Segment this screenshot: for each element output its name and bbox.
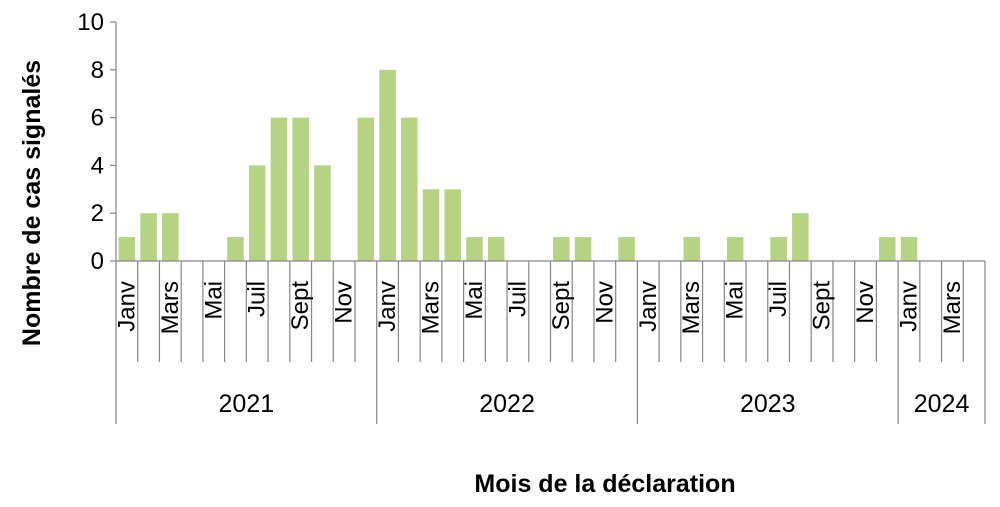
bar-2022-02 [401, 117, 418, 261]
y-axis-title: Nombre de cas signalés [18, 60, 46, 346]
x-month-label: Mars [418, 281, 445, 334]
y-tick-label: 0 [91, 248, 104, 275]
bar-2022-12 [618, 237, 635, 261]
bar-2021-08 [270, 117, 288, 261]
y-tick-label: 2 [91, 200, 104, 227]
x-month-label: Sept [287, 281, 314, 331]
x-axis-title: Mois de la déclaration [474, 470, 735, 498]
x-month-label: Sept [548, 281, 575, 331]
x-month-label: Mars [157, 281, 184, 334]
x-month-label: Juil [244, 281, 271, 317]
y-axis: 0 2 4 6 8 10 [77, 9, 117, 275]
x-month-label: Nov [591, 281, 618, 324]
bar-2021-07 [248, 165, 266, 261]
x-month-label: Mai [461, 281, 488, 320]
bar-2022-05 [466, 237, 483, 261]
bar-2023-03 [683, 237, 700, 261]
x-month-label: Mars [939, 281, 966, 334]
bar-2021-09 [292, 117, 309, 261]
x-year-label: 2023 [740, 390, 796, 418]
x-year-label: 2021 [219, 390, 275, 418]
bar-2022-03 [422, 189, 440, 261]
y-tick-label: 8 [91, 57, 104, 84]
y-tick-label: 4 [91, 152, 104, 179]
x-axis: Janv Mars Mai Juil Sept Nov Janv Mars Mai Juil Sep… [113, 260, 986, 424]
x-month-label: Nov [331, 281, 358, 324]
bar-2023-05 [726, 237, 744, 261]
x-year-label: 2024 [914, 390, 970, 418]
x-month-label: Janv [113, 281, 140, 332]
bar-2021-01 [118, 237, 136, 261]
bar-2022-09 [553, 237, 570, 261]
bar-2023-08 [792, 213, 809, 261]
bar-2022-10 [574, 237, 592, 261]
bar-2021-10 [314, 165, 331, 261]
bar-2021-03 [162, 213, 179, 261]
x-month-label: Nov [852, 281, 879, 324]
x-month-label: Mars [678, 281, 705, 334]
x-month-label: Juil [504, 281, 531, 317]
bar-2022-06 [487, 237, 505, 261]
bars-group [118, 69, 918, 261]
y-tick-label: 10 [77, 9, 104, 36]
bar-2021-06 [227, 237, 244, 261]
bar-2021-12 [357, 117, 375, 261]
x-year-label: 2022 [479, 390, 535, 418]
x-month-label: Janv [635, 281, 662, 332]
x-month-label: Janv [374, 281, 401, 332]
x-month-label: Juil [765, 281, 792, 317]
x-month-label: Mai [200, 281, 227, 320]
bar-2022-04 [444, 189, 461, 261]
bar-2022-01 [379, 69, 396, 261]
bar-2021-02 [140, 213, 157, 261]
bar-2023-07 [770, 237, 787, 261]
bar-2024-01 [900, 237, 918, 261]
x-month-label: Sept [809, 281, 836, 331]
x-month-label: Janv [895, 281, 922, 332]
x-month-label: Mai [722, 281, 749, 320]
bar-2023-12 [878, 237, 896, 261]
y-tick-label: 6 [91, 105, 104, 132]
